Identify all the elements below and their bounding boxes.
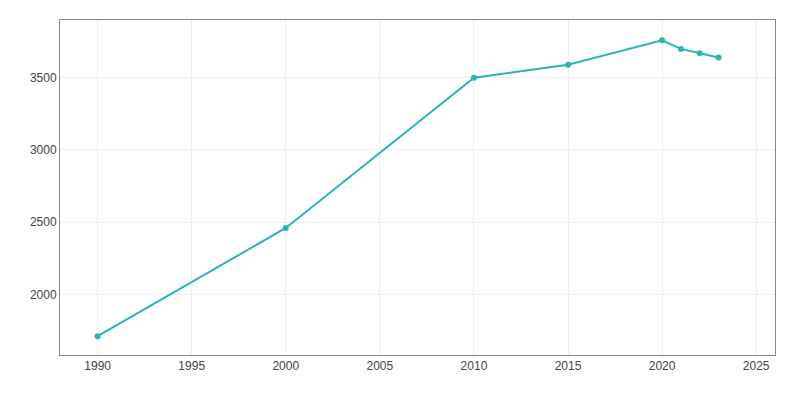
svg-text:3500: 3500 — [30, 71, 57, 85]
svg-text:2000: 2000 — [272, 359, 299, 373]
svg-text:2005: 2005 — [367, 359, 394, 373]
svg-text:2025: 2025 — [743, 359, 770, 373]
svg-text:1990: 1990 — [84, 359, 111, 373]
svg-text:2010: 2010 — [461, 359, 488, 373]
svg-text:1995: 1995 — [178, 359, 205, 373]
svg-text:2000: 2000 — [30, 288, 57, 302]
svg-text:2500: 2500 — [30, 215, 57, 229]
svg-text:2015: 2015 — [555, 359, 582, 373]
svg-text:3000: 3000 — [30, 143, 57, 157]
svg-text:2020: 2020 — [649, 359, 676, 373]
